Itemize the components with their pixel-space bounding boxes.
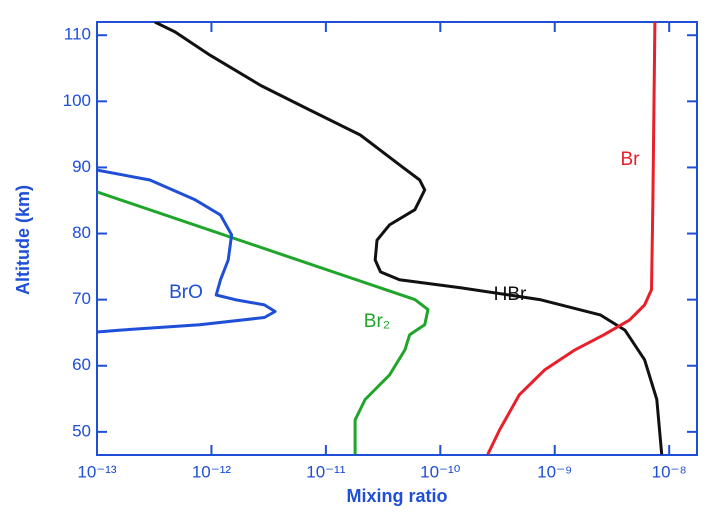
y-tick-label: 50	[72, 421, 91, 440]
y-tick-label: 90	[72, 157, 91, 176]
plot-frame	[96, 21, 698, 456]
y-tick-label: 100	[63, 91, 91, 110]
x-tick-label: 10⁻¹²	[192, 462, 232, 481]
x-tick-label: 10⁻¹⁰	[420, 462, 461, 481]
profile-line	[154, 22, 664, 455]
series-label: Br	[621, 149, 641, 170]
series-label: HBr	[494, 284, 527, 305]
y-tick-label: 80	[72, 223, 91, 242]
x-tick-label: 10⁻⁹	[537, 462, 572, 481]
x-axis-label: Mixing ratio	[346, 486, 447, 506]
y-axis-label: Altitude (km)	[13, 185, 33, 295]
series-label: BrO	[169, 282, 203, 303]
y-tick-label: 70	[72, 289, 91, 308]
plot-area	[97, 22, 664, 455]
series-label: Br₂	[364, 311, 390, 332]
x-tick-label: 10⁻⁸	[652, 462, 687, 481]
y-tick-label: 60	[72, 355, 91, 374]
x-tick-label: 10⁻¹³	[77, 462, 117, 481]
x-tick-label: 10⁻¹¹	[306, 462, 346, 481]
profile-line	[97, 168, 277, 334]
y-tick-label: 110	[64, 25, 91, 44]
profile-line	[486, 22, 657, 455]
profile-line	[97, 190, 430, 455]
